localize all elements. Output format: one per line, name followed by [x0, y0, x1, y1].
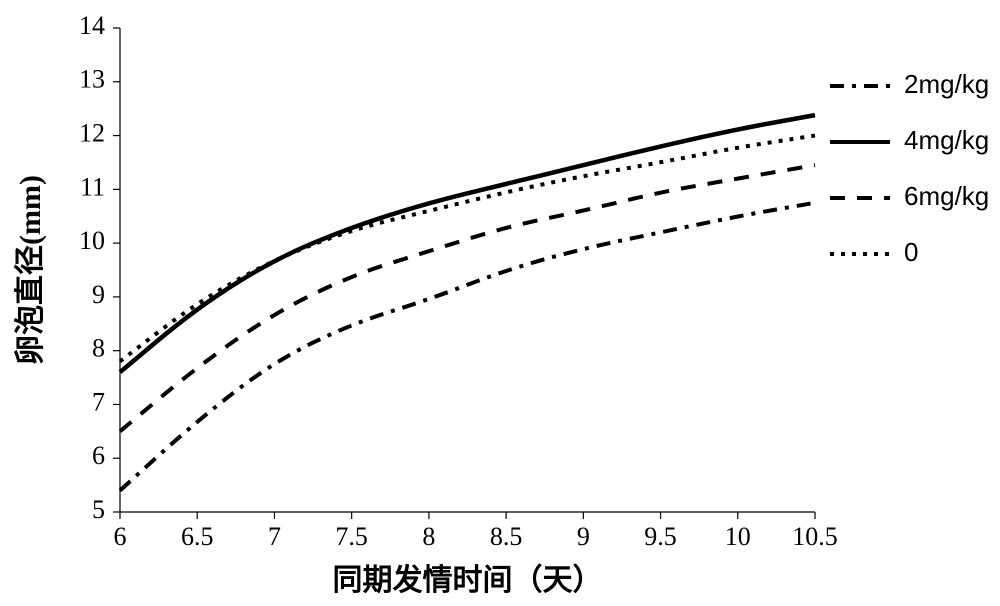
y-tick-label: 12: [79, 119, 105, 148]
line-chart: 56789101112131466.577.588.599.51010.52mg…: [0, 0, 1000, 606]
y-tick-label: 7: [92, 387, 105, 416]
legend-label: 2mg/kg: [904, 69, 989, 99]
x-tick-label: 7: [268, 522, 281, 551]
y-tick-label: 13: [79, 65, 105, 94]
y-tick-label: 6: [92, 441, 105, 470]
y-tick-label: 5: [92, 495, 105, 524]
x-tick-label: 9: [577, 522, 590, 551]
x-tick-label: 10.5: [792, 522, 838, 551]
x-tick-label: 8.5: [490, 522, 523, 551]
y-tick-label: 11: [80, 172, 105, 201]
legend-label: 4mg/kg: [904, 125, 989, 155]
legend-label: 6mg/kg: [904, 181, 989, 211]
y-tick-label: 10: [79, 226, 105, 255]
x-tick-label: 6.5: [181, 522, 214, 551]
y-tick-label: 8: [92, 334, 105, 363]
x-tick-label: 9.5: [644, 522, 677, 551]
y-axis-label: 卵泡直径(mm): [14, 175, 47, 365]
chart-svg: 56789101112131466.577.588.599.51010.52mg…: [0, 0, 1000, 606]
y-tick-label: 9: [92, 280, 105, 309]
x-axis-label: 同期发情时间（天）: [333, 563, 603, 597]
x-tick-label: 8: [422, 522, 435, 551]
x-tick-label: 6: [114, 522, 127, 551]
y-tick-label: 14: [79, 11, 105, 40]
legend-label: 0: [904, 237, 918, 267]
x-tick-label: 7.5: [335, 522, 368, 551]
x-tick-label: 10: [725, 522, 751, 551]
